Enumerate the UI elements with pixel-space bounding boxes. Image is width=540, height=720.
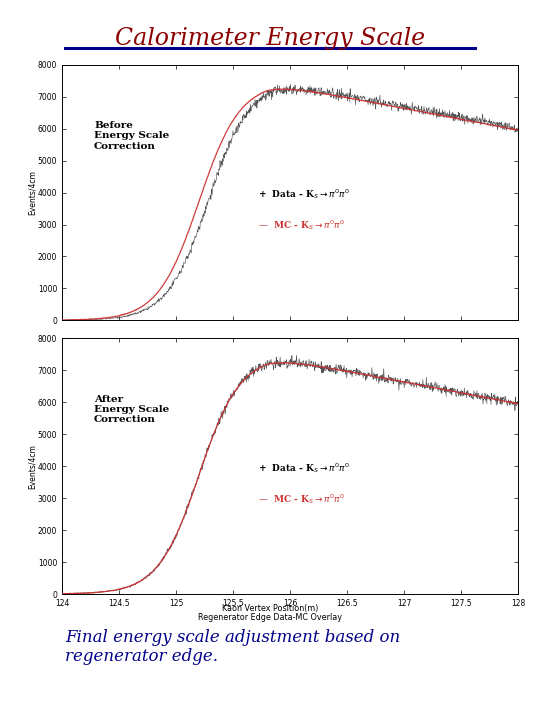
Text: regenerator edge.: regenerator edge. [65,648,218,665]
Text: Regenerator Edge Data-MC Overlay: Regenerator Edge Data-MC Overlay [198,613,342,622]
Text: Kaon Vertex Position(m): Kaon Vertex Position(m) [222,604,318,613]
Text: Calorimeter Energy Scale: Calorimeter Energy Scale [115,27,425,50]
Text: Before
Energy Scale
Correction: Before Energy Scale Correction [94,121,170,150]
Text: —  MC - K$_S$$\rightarrow$$\pi^0$$\pi^0$: — MC - K$_S$$\rightarrow$$\pi^0$$\pi^0$ [258,492,346,505]
Text: After
Energy Scale
Correction: After Energy Scale Correction [94,395,170,424]
Text: +  Data - K$_S$$\rightarrow$$\pi^0$$\pi^0$: + Data - K$_S$$\rightarrow$$\pi^0$$\pi^0… [258,187,350,202]
Y-axis label: Events/4cm: Events/4cm [28,444,36,489]
Text: +  Data - K$_S$$\rightarrow$$\pi^0$$\pi^0$: + Data - K$_S$$\rightarrow$$\pi^0$$\pi^0… [258,461,350,475]
Text: Final energy scale adjustment based on: Final energy scale adjustment based on [65,629,400,647]
Y-axis label: Events/4cm: Events/4cm [28,170,36,215]
Text: —  MC - K$_S$$\rightarrow$$\pi^0$$\pi^0$: — MC - K$_S$$\rightarrow$$\pi^0$$\pi^0$ [258,218,346,232]
